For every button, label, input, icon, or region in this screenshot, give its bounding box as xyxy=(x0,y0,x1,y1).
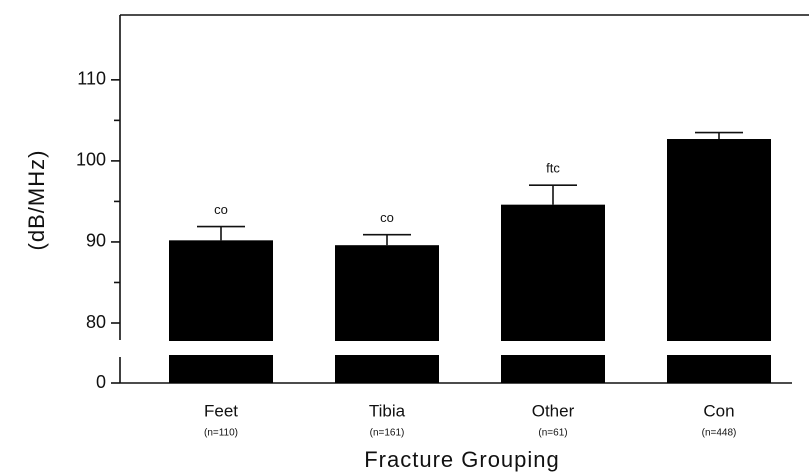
x-tick-label: Con xyxy=(703,401,734,420)
x-axis-label: Fracture Grouping xyxy=(364,447,560,472)
bar-base xyxy=(335,355,439,383)
y-tick-label: 0 xyxy=(96,372,106,392)
x-tick-label: Tibia xyxy=(369,401,406,420)
y-tick-label: 100 xyxy=(76,150,106,170)
y-tick-label: 90 xyxy=(86,231,106,251)
bar-annotation: co xyxy=(214,202,228,217)
y-tick-label: 110 xyxy=(77,69,106,89)
category-note: (n=61) xyxy=(538,428,567,439)
bar xyxy=(335,245,439,341)
x-tick-label: Feet xyxy=(204,401,238,420)
bar-base xyxy=(501,355,605,383)
bar xyxy=(169,240,273,341)
y-tick-label: 80 xyxy=(86,312,106,332)
bar-base xyxy=(169,355,273,383)
bar-base xyxy=(667,355,771,383)
bar-annotation: co xyxy=(380,210,394,225)
bar xyxy=(501,204,605,341)
category-note: (n=110) xyxy=(204,428,238,439)
y-axis-label: (dB/MHz) xyxy=(24,150,49,251)
bar-annotation: ftc xyxy=(546,161,560,176)
x-tick-label: Other xyxy=(532,401,575,420)
category-note: (n=448) xyxy=(702,428,737,439)
category-note: (n=161) xyxy=(370,428,405,439)
bar xyxy=(667,139,771,341)
